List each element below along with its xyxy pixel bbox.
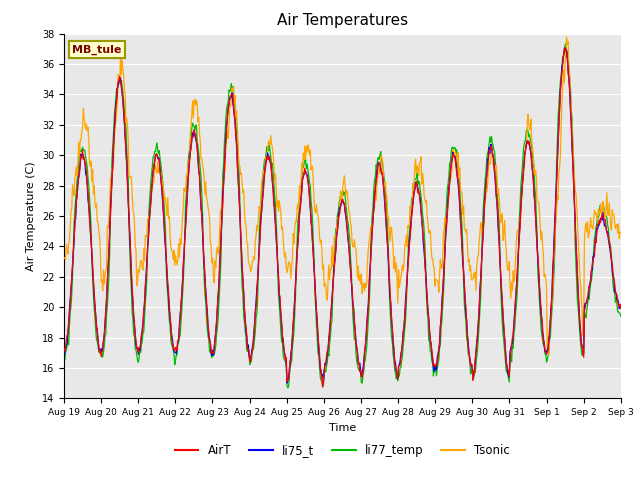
- Text: MB_tule: MB_tule: [72, 45, 122, 55]
- X-axis label: Time: Time: [329, 423, 356, 432]
- Legend: AirT, li75_t, li77_temp, Tsonic: AirT, li75_t, li77_temp, Tsonic: [170, 439, 515, 462]
- Y-axis label: Air Temperature (C): Air Temperature (C): [26, 161, 36, 271]
- Title: Air Temperatures: Air Temperatures: [277, 13, 408, 28]
